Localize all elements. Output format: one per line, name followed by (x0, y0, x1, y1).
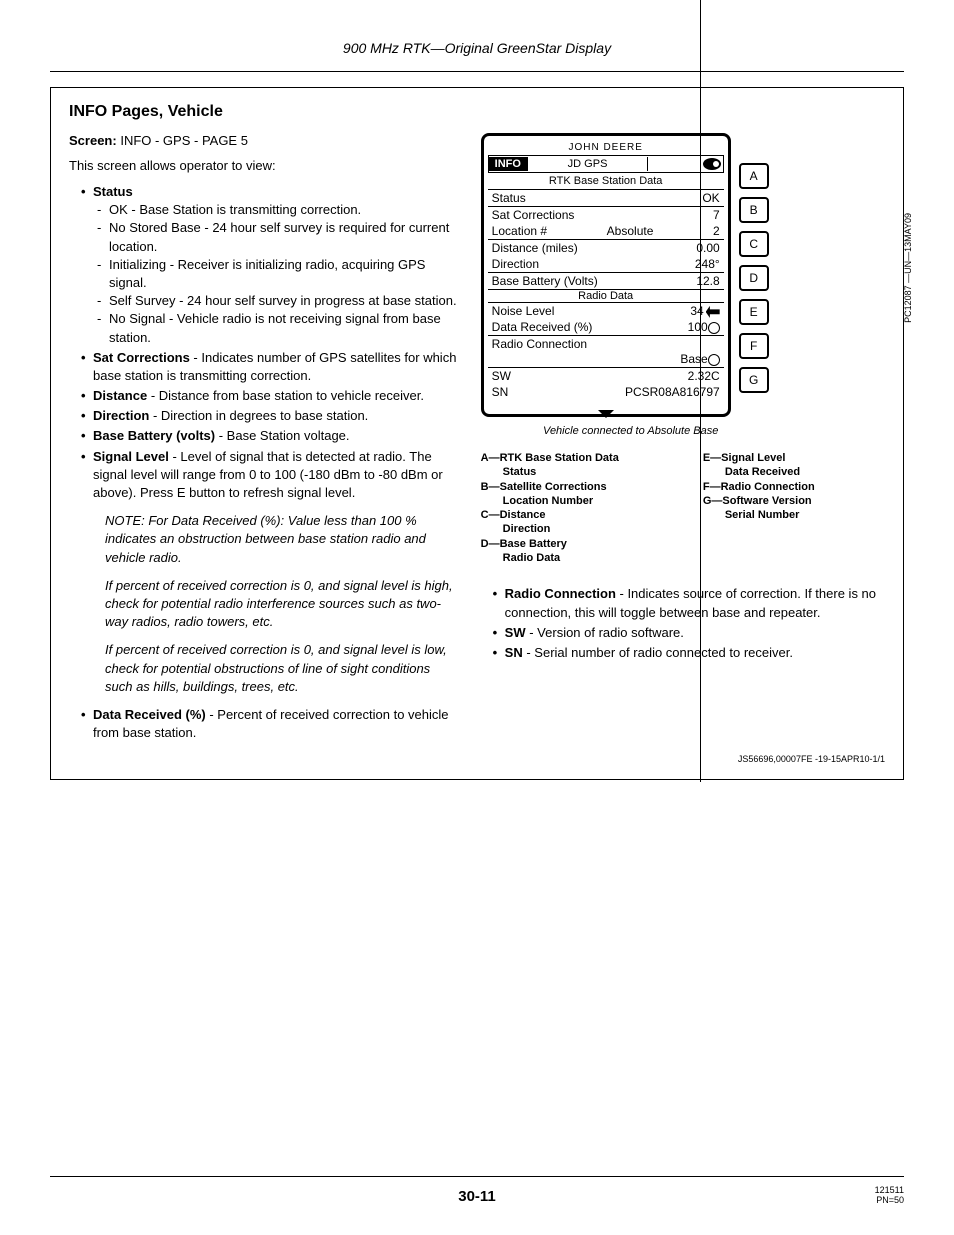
legend-d: D—Base Battery (481, 537, 663, 551)
page-number: 30-11 (458, 1188, 496, 1205)
legend-g: G—Software Version (703, 494, 885, 508)
sub-item: Self Survey - 24 hour self survey in pro… (97, 292, 461, 310)
legend-g2: Serial Number (703, 508, 885, 522)
legend-b2: Location Number (481, 494, 663, 508)
sub-item: No Signal - Vehicle radio is not receivi… (97, 310, 461, 346)
list-item-distance: Distance - Distance from base station to… (81, 387, 461, 405)
side-button-c[interactable]: C (739, 231, 769, 257)
device-tabs: INFO JD GPS PAGE 5 (488, 155, 724, 173)
side-buttons: A B C D E F G (739, 133, 769, 393)
status-sublist: OK - Base Station is transmitting correc… (93, 201, 461, 347)
page-header: 900 MHz RTK—Original GreenStar Display (50, 40, 904, 56)
figure-area: JOHN DEERE INFO JD GPS PAGE 5 RTK Base S… (481, 133, 885, 417)
main-list: Status OK - Base Station is transmitting… (69, 183, 461, 502)
list-item-sw: SW - Version of radio software. (493, 624, 885, 642)
header-divider (50, 71, 904, 72)
note-3: If percent of received correction is 0, … (105, 641, 461, 696)
footer-date: 121511 (875, 1185, 904, 1195)
legend-b: B—Satellite Corrections (481, 480, 663, 494)
footer-reference: JS56696,00007FE -19-15APR10-1/1 (69, 754, 885, 764)
side-button-b[interactable]: B (739, 197, 769, 223)
page: 900 MHz RTK—Original GreenStar Display I… (0, 0, 954, 1235)
note-1: NOTE: For Data Received (%): Value less … (105, 512, 461, 567)
satellite-icon (708, 354, 720, 366)
figure-id-label: PC12087 —UN—13MAY09 (903, 213, 913, 323)
figure-caption: Vehicle connected to Absolute Base (481, 425, 781, 437)
screen-value: INFO - GPS - PAGE 5 (120, 133, 248, 148)
device-screen: JOHN DEERE INFO JD GPS PAGE 5 RTK Base S… (481, 133, 731, 417)
screen-line: Screen: INFO - GPS - PAGE 5 (69, 133, 461, 148)
arrow-icon (706, 306, 720, 318)
down-arrow-icon (598, 410, 614, 418)
list-item-battery: Base Battery (volts) - Base Station volt… (81, 427, 461, 445)
footer-content: 30-11 121511 PN=50 (50, 1185, 904, 1205)
tab-page[interactable]: PAGE 5 (648, 0, 701, 782)
page-footer: 30-11 121511 PN=50 (50, 1176, 904, 1205)
right-list: Radio Connection - Indicates source of c… (481, 585, 885, 662)
right-column: JOHN DEERE INFO JD GPS PAGE 5 RTK Base S… (481, 133, 885, 744)
footer-divider (50, 1176, 904, 1177)
device-bottom (488, 400, 724, 410)
side-button-d[interactable]: D (739, 265, 769, 291)
legend-e: E—Signal Level (703, 451, 885, 465)
left-column: Screen: INFO - GPS - PAGE 5 This screen … (69, 133, 461, 744)
legend-e2: Data Received (703, 465, 885, 479)
scroll-icon[interactable] (701, 158, 723, 170)
sub-item: OK - Base Station is transmitting correc… (97, 201, 461, 219)
list-item-direction: Direction - Direction in degrees to base… (81, 407, 461, 425)
satellite-icon (708, 322, 720, 334)
legend-f: F—Radio Connection (703, 480, 885, 494)
legend-a2: Status (481, 465, 663, 479)
legend-col-2: E—Signal Level Data Received F—Radio Con… (703, 451, 885, 565)
screen-label: Screen: (69, 133, 117, 148)
label-status: Status (93, 184, 133, 199)
side-button-a[interactable]: A (739, 163, 769, 189)
legend-d2: Radio Data (481, 551, 663, 565)
list-item-signal: Signal Level - Level of signal that is d… (81, 448, 461, 503)
note-2: If percent of received correction is 0, … (105, 577, 461, 632)
footer-pn: PN=50 (875, 1195, 904, 1205)
side-button-e[interactable]: E (739, 299, 769, 325)
list-item-radioconn: Radio Connection - Indicates source of c… (493, 585, 885, 621)
main-list-2: Data Received (%) - Percent of received … (69, 706, 461, 742)
list-item-status: Status OK - Base Station is transmitting… (81, 183, 461, 347)
content-box: INFO Pages, Vehicle Screen: INFO - GPS -… (50, 87, 904, 780)
section-title: INFO Pages, Vehicle (69, 103, 885, 121)
list-item-sat: Sat Corrections - Indicates number of GP… (81, 349, 461, 385)
sub-item: Initializing - Receiver is initializing … (97, 256, 461, 292)
legend-a: A—RTK Base Station Data (481, 451, 663, 465)
list-item-datarecv: Data Received (%) - Percent of received … (81, 706, 461, 742)
footer-right: 121511 PN=50 (875, 1185, 904, 1205)
list-item-sn: SN - Serial number of radio connected to… (493, 644, 885, 662)
legend-col-1: A—RTK Base Station Data Status B—Satelli… (481, 451, 663, 565)
tab-gps[interactable]: JD GPS (528, 157, 648, 171)
intro-text: This screen allows operator to view: (69, 158, 461, 173)
note-section: NOTE: For Data Received (%): Value less … (69, 512, 461, 696)
legend-c: C—Distance (481, 508, 663, 522)
legend-c2: Direction (481, 522, 663, 536)
tab-info[interactable]: INFO (489, 157, 528, 171)
side-button-g[interactable]: G (739, 367, 769, 393)
sub-item: No Stored Base - 24 hour self survey is … (97, 219, 461, 255)
side-button-f[interactable]: F (739, 333, 769, 359)
columns: Screen: INFO - GPS - PAGE 5 This screen … (69, 133, 885, 744)
